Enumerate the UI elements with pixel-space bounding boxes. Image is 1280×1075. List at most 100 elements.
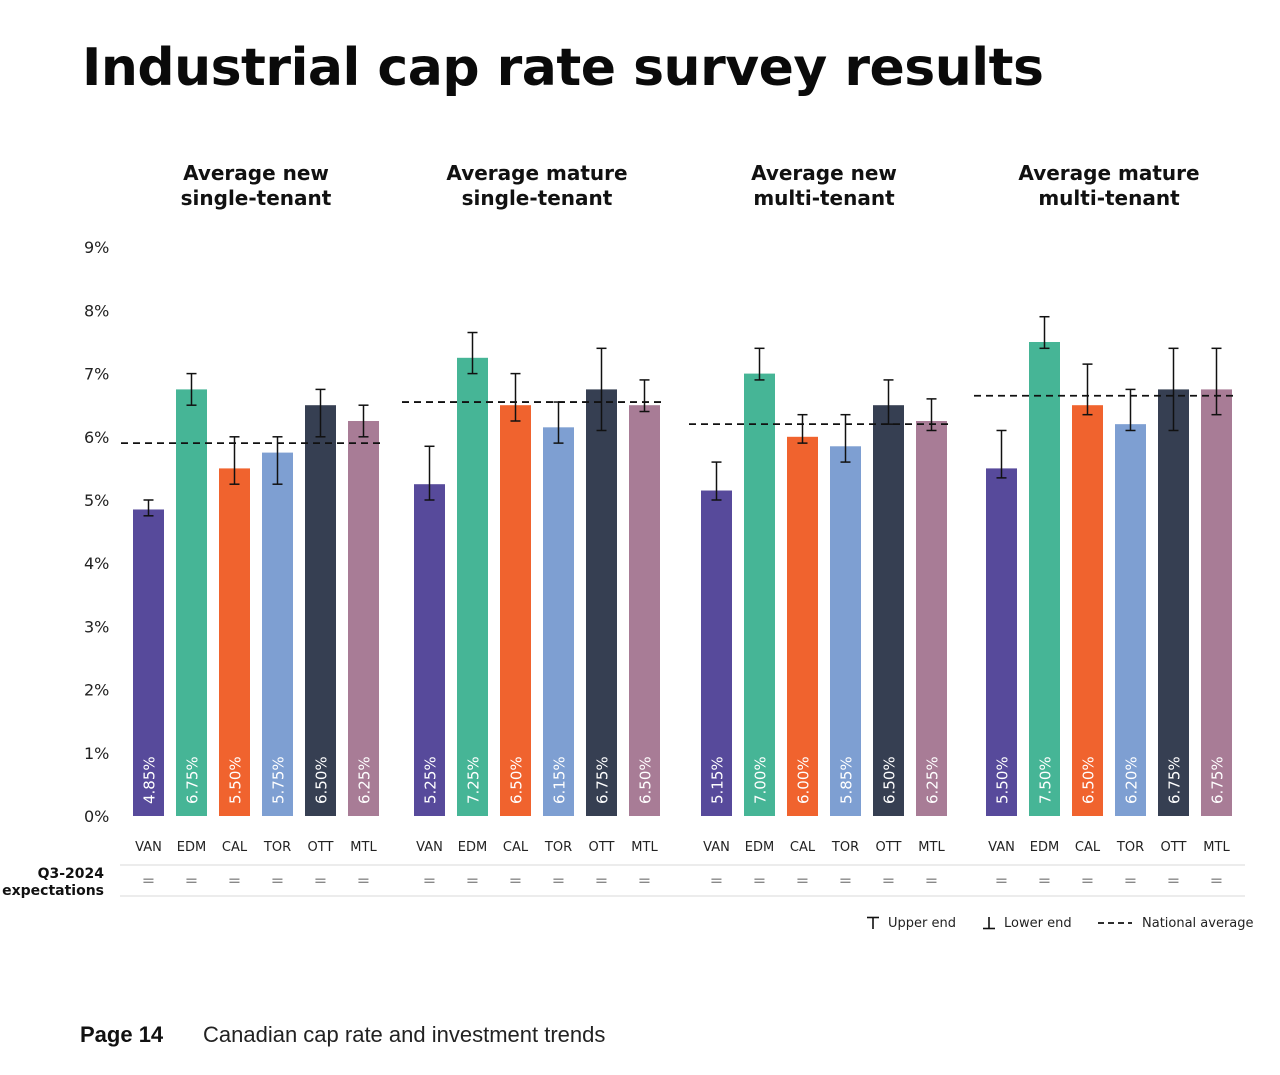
bar-value-label: 6.75% (1209, 756, 1227, 804)
footer-text: Canadian cap rate and investment trends (203, 1022, 606, 1047)
city-label: EDM (745, 840, 774, 855)
city-label: CAL (790, 840, 816, 855)
bar-van (133, 509, 164, 816)
group-title-line2: multi-tenant (1038, 186, 1180, 210)
bar-value-label: 5.85% (838, 756, 856, 804)
bar-value-label: 6.50% (881, 756, 899, 804)
expectation-symbol: = (314, 871, 327, 890)
page-number: Page 14 (80, 1022, 164, 1047)
city-label: OTT (589, 840, 615, 855)
bar-edm (744, 373, 775, 816)
bar-tor (543, 427, 574, 816)
city-label: EDM (1030, 840, 1059, 855)
expectation-symbol: = (839, 871, 852, 890)
expectation-symbol: = (710, 871, 723, 890)
city-label: CAL (222, 840, 248, 855)
bar-chart: 0%1%2%3%4%5%6%7%8%9%Average newsingle-te… (84, 161, 1245, 897)
expectation-symbol: = (1210, 871, 1223, 890)
expectation-symbol: = (925, 871, 938, 890)
expectation-symbol: = (638, 871, 651, 890)
y-tick-label: 8% (84, 301, 109, 320)
bar-value-label: 6.25% (356, 756, 374, 804)
city-label: EDM (177, 840, 206, 855)
bar-ott (586, 389, 617, 816)
bar-van (986, 468, 1017, 816)
city-label: CAL (503, 840, 529, 855)
expectation-symbol: = (796, 871, 809, 890)
group-title-line1: Average mature (1018, 161, 1199, 185)
page-title: Industrial cap rate survey results (82, 38, 1044, 98)
bar-ott (305, 405, 336, 816)
expectation-symbol: = (995, 871, 1008, 890)
upper-end-icon (867, 916, 879, 929)
bar-cal (500, 405, 531, 816)
group-title-line2: single-tenant (462, 186, 613, 210)
y-tick-label: 6% (84, 428, 109, 447)
city-label: TOR (831, 840, 859, 855)
y-tick-label: 5% (84, 491, 109, 510)
group-title-line2: single-tenant (181, 186, 332, 210)
group-title-line2: multi-tenant (753, 186, 895, 210)
y-tick-label: 7% (84, 365, 109, 384)
legend-national-average: National average (1098, 913, 1254, 933)
group-title-line1: Average new (183, 161, 329, 185)
expectations-label-line1: Q3-2024 (37, 866, 104, 882)
y-tick-label: 2% (84, 681, 109, 700)
y-tick-label: 4% (84, 554, 109, 573)
expectation-symbol: = (509, 871, 522, 890)
bar-value-label: 6.00% (795, 756, 813, 804)
expectation-symbol: = (1167, 871, 1180, 890)
bar-value-label: 6.75% (1166, 756, 1184, 804)
y-tick-label: 0% (84, 807, 109, 826)
bar-cal (219, 468, 250, 816)
city-label: VAN (135, 840, 162, 855)
legend-lower-end: Lower end (982, 913, 1072, 933)
bar-value-label: 5.50% (227, 756, 245, 804)
city-label: OTT (876, 840, 902, 855)
expectation-symbol: = (423, 871, 436, 890)
lower-end-icon (983, 917, 995, 930)
bar-tor (262, 452, 293, 816)
bar-value-label: 6.25% (924, 756, 942, 804)
expectation-symbol: = (271, 871, 284, 890)
dashed-line-icon (1098, 922, 1132, 924)
city-label: VAN (703, 840, 730, 855)
legend-lower-end-label: Lower end (1004, 915, 1072, 931)
city-label: CAL (1075, 840, 1101, 855)
city-label: TOR (544, 840, 572, 855)
bar-value-label: 6.15% (551, 756, 569, 804)
bar-value-label: 5.25% (422, 756, 440, 804)
bar-cal (1072, 405, 1103, 816)
bar-van (701, 490, 732, 816)
expectation-symbol: = (142, 871, 155, 890)
legend-upper-end-label: Upper end (888, 915, 956, 931)
city-label: EDM (458, 840, 487, 855)
bar-value-label: 6.50% (313, 756, 331, 804)
bar-value-label: 6.75% (594, 756, 612, 804)
bar-edm (457, 357, 488, 816)
city-label: MTL (918, 840, 945, 855)
expectations-label: Q3-2024 expectations (0, 866, 104, 900)
bar-tor (830, 446, 861, 816)
bar-value-label: 4.85% (141, 756, 159, 804)
bar-value-label: 6.20% (1123, 756, 1141, 804)
bar-mtl (916, 421, 947, 816)
expectation-symbol: = (552, 871, 565, 890)
y-tick-label: 9% (84, 238, 109, 257)
bar-cal (787, 436, 818, 816)
expectation-symbol: = (595, 871, 608, 890)
group-title-line1: Average new (751, 161, 897, 185)
bar-value-label: 5.75% (270, 756, 288, 804)
bar-mtl (629, 405, 660, 816)
expectation-symbol: = (466, 871, 479, 890)
bar-value-label: 6.50% (508, 756, 526, 804)
bar-value-label: 6.50% (1080, 756, 1098, 804)
bar-ott (1158, 389, 1189, 816)
city-label: OTT (1161, 840, 1187, 855)
expectation-symbol: = (1081, 871, 1094, 890)
expectation-symbol: = (185, 871, 198, 890)
group-title-line1: Average mature (446, 161, 627, 185)
city-label: TOR (263, 840, 291, 855)
expectation-symbol: = (357, 871, 370, 890)
expectation-symbol: = (1038, 871, 1051, 890)
